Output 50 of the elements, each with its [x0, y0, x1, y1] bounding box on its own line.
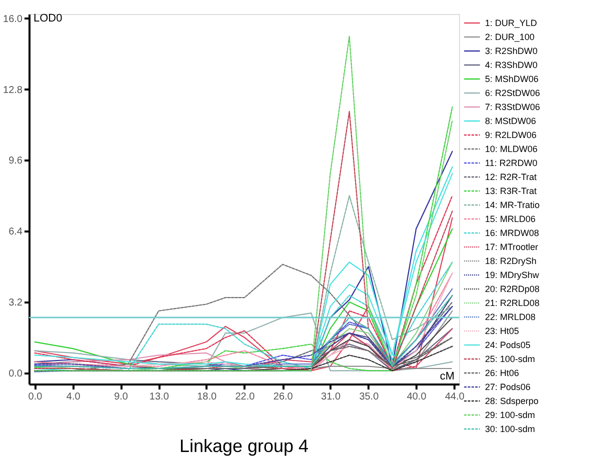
x-tick-label: 35.0: [359, 392, 380, 402]
legend-label: 6: R2StDW06: [485, 88, 540, 98]
x-tick-label: 9.0: [114, 392, 128, 402]
legend-label: 28: Sdsperpo: [485, 396, 539, 406]
text: Linkage group 4: [179, 436, 309, 456]
y-tick-label: 16.0: [3, 14, 23, 25]
legend-label: 8: MStDW06: [485, 116, 536, 126]
legend-label: 11: R2RDW0: [485, 158, 538, 168]
y-axis-title: LOD0: [34, 12, 62, 24]
legend-label: 29: 100-sdm: [485, 410, 536, 420]
legend-label: 14: MR-Tratio: [485, 200, 540, 210]
y-tick-label: 0.0: [8, 368, 23, 380]
legend-label: 2: DUR_100: [485, 32, 535, 42]
legend-label: 18: R2DrySh: [485, 256, 537, 266]
x-tick-label: 4.0: [66, 392, 81, 402]
x-tick-label: 40.0: [406, 392, 427, 402]
legend-label: 10: MLDW06: [485, 144, 538, 154]
legend-label: 4: R3ShDW0: [485, 60, 538, 70]
legend-label: 13: R3R-Trat: [485, 186, 538, 196]
legend-label: 19: MDryShw: [485, 270, 540, 280]
legend-label: 26: Ht06: [485, 368, 520, 378]
y-tick-label: 6.4: [8, 226, 23, 238]
legend-label: 16: MRDW08: [485, 228, 540, 238]
y-tick-label: 12.8: [3, 84, 23, 96]
x-tick-label: 31.0: [321, 392, 341, 402]
legend-label: 7: R3StDW06: [485, 102, 540, 112]
legend-label: 3: R2ShDW0: [485, 46, 538, 56]
x-axis-title: cM: [440, 370, 454, 382]
legend-label: 9: R2LDW06: [485, 130, 537, 140]
y-tick-label: 3.2: [8, 298, 23, 309]
legend-label: 23: Ht05: [485, 326, 520, 336]
x-tick-label: 26.0: [273, 392, 294, 402]
x-tick-label: 13.0: [149, 392, 170, 402]
legend-label: 25: 100-sdm: [485, 354, 536, 364]
legend-label: 30: 100-sdm: [485, 424, 536, 434]
x-tick-label: 18.0: [197, 392, 218, 402]
x-tick-label: 44.0: [445, 392, 465, 402]
x-tick-label: 22.0: [235, 392, 256, 402]
legend-label: 24: Pods05: [485, 340, 531, 350]
x-tick-label: 0.0: [28, 392, 43, 402]
legend-label: 27: Pods06: [485, 382, 531, 392]
legend-label: 5: MShDW06: [485, 74, 539, 84]
legend-label: 17: MTrootler: [485, 242, 538, 252]
legend-label: 1: DUR_YLD: [485, 18, 538, 28]
legend-label: 21: R2RLD08: [485, 298, 540, 308]
y-tick-label: 9.6: [8, 156, 23, 167]
legend-label: 15: MRLD06: [485, 214, 536, 224]
legend-label: 20: R2RDp08: [485, 284, 540, 294]
legend-label: 22: MRLD08: [485, 312, 536, 322]
legend-label: 12: R2R-Trat: [485, 172, 538, 182]
